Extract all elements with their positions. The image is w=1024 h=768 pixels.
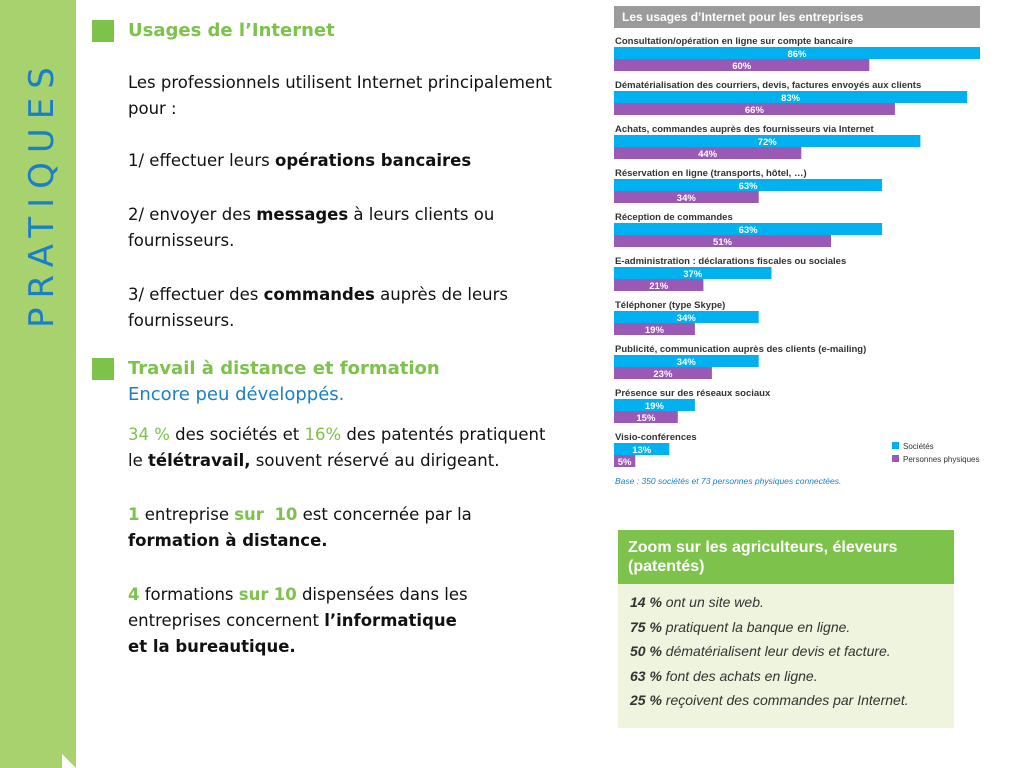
bar-personnes [614,323,695,335]
side-band [0,0,76,768]
bar-personnes [614,59,870,71]
zoom-item-text: reçoivent des commandes par Internet. [661,692,909,708]
zoom-item: 50 % dématérialisent leur devis et factu… [630,639,942,664]
legend-swatch [892,455,899,462]
zoom-item-text: font des achats en ligne. [661,667,818,684]
data-label: 23% [653,369,673,380]
bar-personnes [614,411,678,423]
bar-personnes [614,455,636,467]
data-label: 5% [618,457,632,468]
bar-societes [614,91,968,103]
travail-subtitle: Encore peu développés. [128,384,345,405]
zoom-title: Zoom sur les agriculteurs, éleveurs (pat… [618,530,954,584]
usages-heading: Usages de l’Internet [92,18,562,44]
data-label: 19% [645,401,665,412]
teletravail-paragraph: 34 % des sociétés et 16% des patentés pr… [128,425,546,470]
bar-societes [614,311,759,323]
zoom-item-text: dématérialisent leur devis et facture. [661,643,891,659]
zoom-item: 14 % ont un site web. [630,590,942,615]
zoom-item-value: 14 % [630,594,662,610]
category-label: Dématérialisation des courriers, devis, … [615,80,921,91]
data-label: 44% [698,149,718,160]
zoom-item: 75 % pratiquent la banque en ligne. [630,615,942,640]
data-label: 60% [732,61,752,72]
data-label: 34% [677,193,697,204]
green-square-bullet-icon [92,20,114,42]
usages-item-2: 2/ envoyer des messages à leurs clients … [128,205,495,250]
legend-swatch [892,442,899,449]
text-column: Usages de l’Internet Les professionnels … [92,18,562,660]
informatique-paragraph: 4 formations sur 10 dispensées dans les … [128,585,468,656]
legend-entry: Personnes physiques [903,455,980,464]
bar-personnes [614,103,895,115]
zoom-box: Zoom sur les agriculteurs, éleveurs (pat… [618,530,954,728]
chart-plot: Consultation/opération en ligne sur comp… [614,36,980,486]
category-label: Consultation/opération en ligne sur comp… [615,36,853,47]
zoom-item-value: 50 % [630,643,662,659]
usages-bar-chart: Les usages d’Internet pour les entrepris… [614,6,980,490]
data-label: 66% [745,105,765,116]
data-label: 34% [677,313,697,324]
data-label: 19% [645,325,665,336]
data-label: 63% [739,225,759,236]
bar-societes [614,443,670,455]
usages-title: Usages de l’Internet [128,20,335,41]
data-label: 15% [636,413,656,424]
bar-societes [614,399,695,411]
category-label: Visio-conférences [615,432,697,443]
usages-item-3: 3/ effectuer des commandes auprès de leu… [128,285,508,330]
zoom-item-value: 25 % [630,692,662,708]
zoom-list: 14 % ont un site web. 75 % pratiquent la … [618,584,954,713]
data-label: 34% [677,357,697,368]
bar-personnes [614,147,802,159]
category-label: Présence sur des réseaux sociaux [615,388,771,399]
category-label: Réception de commandes [615,212,733,223]
bar-personnes [614,235,831,247]
zoom-item: 63 % font des achats en ligne. [630,664,942,689]
bar-personnes [614,191,759,203]
bar-societes [614,267,772,279]
zoom-item-value: 75 % [630,618,662,635]
data-label: 83% [781,93,801,104]
legend-entry: Sociétés [903,442,934,451]
bar-personnes [614,279,704,291]
zoom-item: 25 % reçoivent des commandes par Interne… [630,688,942,713]
usages-item-1: 1/ effectuer leurs opérations bancaires [128,151,472,170]
category-label: E-administration : déclarations fiscales… [615,256,846,267]
zoom-item-text: ont un site web. [661,594,764,610]
category-label: Téléphoner (type Skype) [615,300,725,311]
travail-title: Travail à distance et formation [128,358,440,379]
data-label: 63% [739,181,759,192]
bar-societes [614,223,883,235]
formation-paragraph: 1 entreprise sur 10 est concernée par la… [128,505,472,550]
category-label: Achats, commandes auprès des fournisseur… [615,124,875,135]
zoom-item-value: 63 % [630,667,662,684]
bar-personnes [614,367,712,379]
category-label: Publicité, communication auprès des clie… [615,344,866,355]
bar-societes [614,135,921,147]
zoom-item-text: pratiquent la banque en ligne. [661,618,851,635]
chart-title: Les usages d’Internet pour les entrepris… [614,6,980,28]
green-square-bullet-icon [92,358,114,380]
chart-note: Base : 350 sociétés et 73 personnes phys… [615,476,841,486]
travail-heading: Travail à distance et formation [92,356,562,382]
data-label: 21% [649,281,669,292]
data-label: 37% [683,269,703,280]
category-label: Réservation en ligne (transports, hôtel,… [615,168,807,179]
bar-societes [614,355,759,367]
data-label: 72% [758,137,778,148]
bar-societes [614,179,883,191]
data-label: 86% [787,49,807,60]
usages-intro: Les professionnels utilisent Internet pr… [128,73,552,118]
bar-societes [614,47,980,59]
section-vertical-title: PRATIQUES [22,58,62,328]
data-label: 51% [713,237,733,248]
data-label: 13% [632,445,652,456]
